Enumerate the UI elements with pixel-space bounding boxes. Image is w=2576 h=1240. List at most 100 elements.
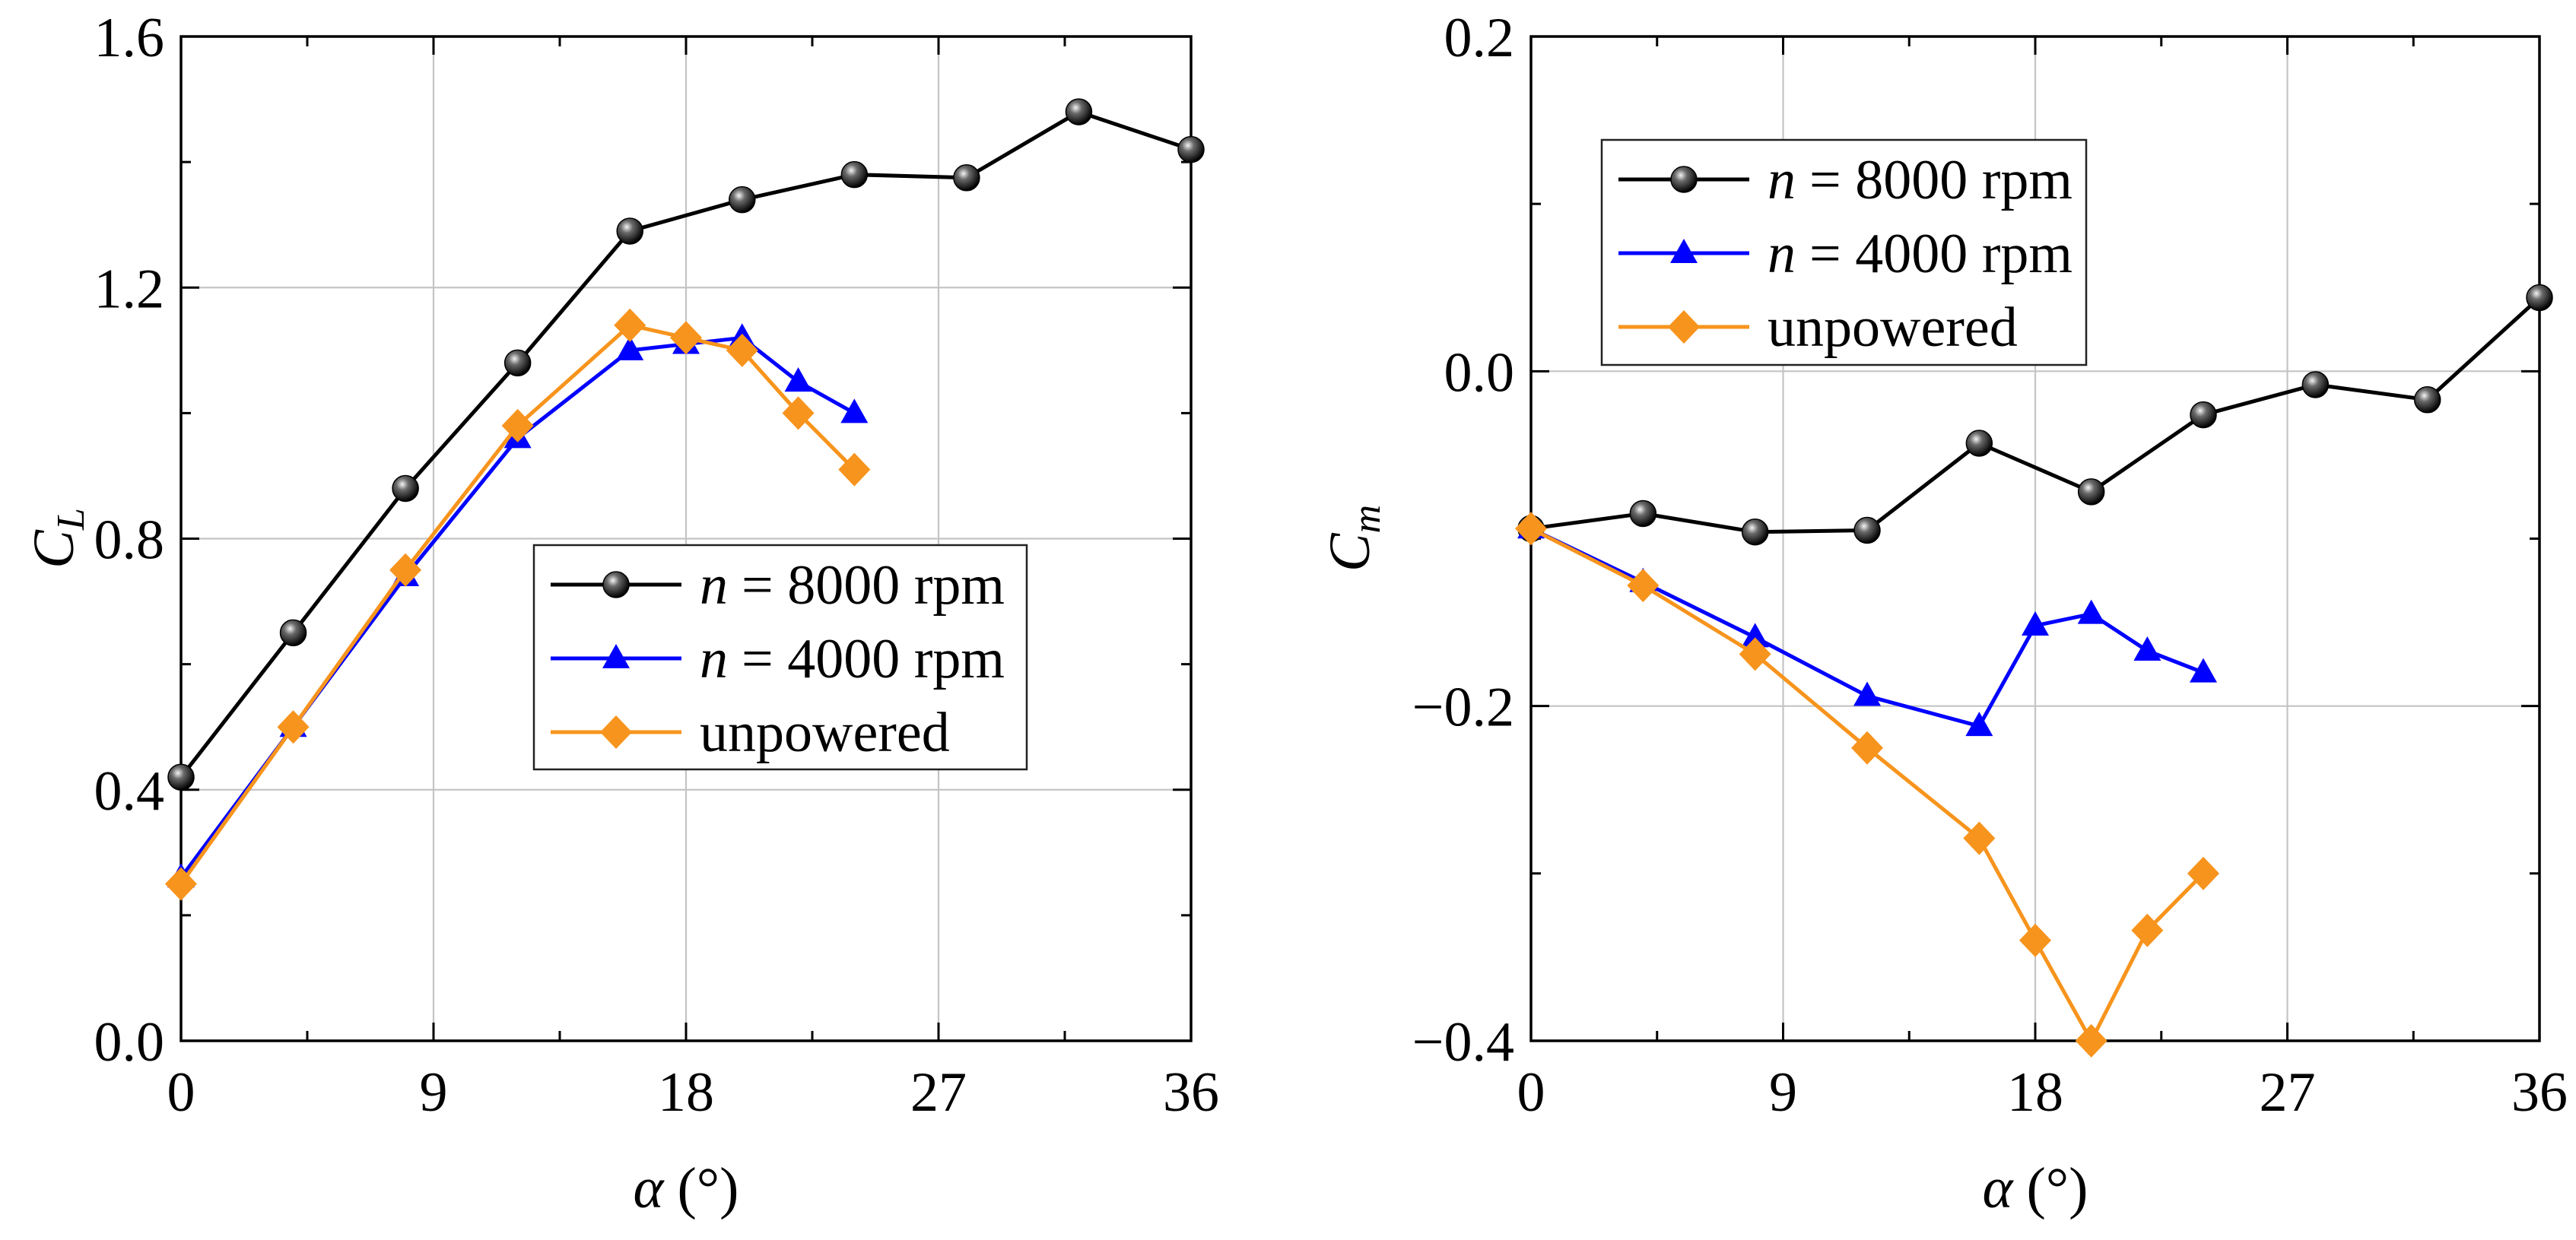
legend-4000rpm-label: n = 4000 rpm [1768, 223, 2073, 285]
legend-variable: n [700, 554, 728, 617]
legend-unpowered-label: unpowered [700, 702, 950, 764]
legend-8000rpm-marker [1670, 166, 1698, 193]
cm-series-unpowered [1515, 512, 2219, 1058]
x-tick-label: 36 [1163, 1061, 1219, 1124]
legend-variable: n [1768, 223, 1796, 285]
cl-unpowered-point [782, 396, 815, 430]
cm-8000rpm-point [2413, 386, 2441, 414]
cl-unpowered-point [277, 710, 310, 744]
cl-unpowered-point [389, 553, 422, 587]
x-tick-label: 18 [2007, 1061, 2063, 1124]
cl-unpowered-point [501, 408, 534, 442]
x-axis-unit: (°) [2026, 1156, 2088, 1220]
cl-8000rpm-point [953, 164, 980, 192]
cm-unpowered-point [2075, 1024, 2107, 1058]
y-axis-symbol: C [1318, 532, 1382, 572]
cm-8000rpm-point [2077, 478, 2105, 506]
x-tick-label: 9 [420, 1061, 448, 1124]
legend-variable: n [1768, 149, 1796, 211]
x-tick-label: 27 [910, 1061, 967, 1124]
x-axis-unit: (°) [677, 1156, 738, 1220]
legend-8000rpm-label: n = 8000 rpm [1768, 149, 2073, 211]
y-tick-label: 0.0 [1444, 341, 1515, 404]
cm-4000rpm-point [2190, 658, 2217, 683]
legend-text: unpowered [700, 702, 950, 764]
y-axis-subscript: m [1345, 505, 1389, 534]
cl-8000rpm-point [840, 160, 869, 189]
legend-variable: n [700, 628, 728, 690]
cl-unpowered-point [726, 333, 758, 367]
cl-unpowered-point [838, 452, 871, 487]
x-tick-label: 0 [1517, 1061, 1545, 1124]
legend-4000rpm-label: n = 4000 rpm [700, 628, 1005, 690]
y-axis-subscript: L [49, 508, 93, 531]
cl-8000rpm-point [167, 763, 195, 791]
y-tick-label: 0.2 [1444, 7, 1515, 69]
cm-8000rpm-point [2301, 371, 2330, 398]
legend-4000rpm-marker [1670, 239, 1698, 263]
cl-4000rpm-point [840, 398, 869, 423]
cl-8000rpm-line [179, 109, 1192, 779]
cm-4000rpm-point [1965, 712, 1993, 737]
y-tick-label: 0.4 [94, 760, 165, 823]
cl-8000rpm-point [1177, 135, 1205, 163]
cm-8000rpm-line [1530, 296, 2541, 534]
legend-unpowered-marker [1668, 310, 1700, 344]
legend-text: = 8000 rpm [1809, 149, 2073, 211]
y-tick-label: 0.8 [94, 509, 165, 572]
y-axis-label: Cm [1318, 505, 1389, 572]
cm-8000rpm-point [1741, 518, 1769, 546]
cl-unpowered-point [614, 308, 646, 342]
cm-8000rpm-point [1853, 516, 1881, 544]
cm-unpowered-point [2019, 923, 2051, 957]
legend-8000rpm-marker [602, 571, 630, 598]
cl-series-unpowered [165, 308, 871, 901]
cm-unpowered-point [2131, 913, 2164, 947]
cm-unpowered-point [1515, 512, 1547, 546]
y-tick-label: −0.4 [1412, 1011, 1514, 1074]
cm-8000rpm-point [2190, 401, 2217, 429]
cm-4000rpm-point [2022, 610, 2049, 636]
cm-4000rpm-point [2077, 599, 2105, 624]
cm-8000rpm-point [1629, 499, 1657, 528]
x-axis-symbol: α [634, 1156, 665, 1220]
y-tick-label: 1.2 [94, 258, 165, 320]
pitching-moment-chart: 0 9 18 27 36−0.4−0.20.00.2α (°)Cmn = 8000 rpmn… [1318, 7, 2568, 1220]
x-tick-label: 27 [2260, 1061, 2316, 1124]
legend-text: unpowered [1768, 297, 2018, 359]
cl-8000rpm-point [392, 474, 419, 503]
cm-unpowered-point [1739, 637, 1771, 671]
legend-unpowered-label: unpowered [1768, 297, 2018, 359]
y-tick-label: 1.6 [94, 7, 165, 69]
legend-8000rpm-label: n = 8000 rpm [700, 554, 1005, 617]
cl-8000rpm-point [1065, 98, 1093, 125]
cl-8000rpm-point [729, 186, 756, 214]
cl-unpowered-point [165, 867, 197, 901]
cm-4000rpm-point [1853, 681, 1881, 706]
cl-series-8000rpm [167, 98, 1205, 791]
cm-4000rpm-point [2133, 636, 2161, 661]
legend-text: = 8000 rpm [742, 554, 1005, 617]
lift-coefficient-chart: 0 9 18 27 360.00.40.81.21.6α (°)CLn = 8000 rpm… [22, 7, 1219, 1220]
cm-unpowered-point [1627, 569, 1660, 603]
x-tick-label: 0 [167, 1061, 195, 1124]
cl-8000rpm-point [616, 217, 643, 245]
y-axis-label: CL [22, 508, 93, 569]
cl-8000rpm-point [279, 619, 307, 647]
cm-unpowered-point [1851, 731, 1883, 765]
cm-unpowered-point [2187, 856, 2219, 890]
cl-4000rpm-point [616, 335, 644, 360]
legend-text: = 4000 rpm [742, 628, 1005, 690]
cm-8000rpm-point [2526, 284, 2553, 312]
cm-4000rpm-point [1741, 623, 1769, 648]
cm-8000rpm-point [1965, 430, 1993, 457]
x-axis-label: α (°) [1983, 1156, 2088, 1220]
legend-text: = 4000 rpm [1809, 223, 2073, 285]
cm-unpowered-point [1963, 821, 1996, 855]
y-tick-label: −0.2 [1412, 677, 1514, 739]
cl-8000rpm-point [503, 349, 532, 377]
y-axis-symbol: C [22, 529, 86, 569]
